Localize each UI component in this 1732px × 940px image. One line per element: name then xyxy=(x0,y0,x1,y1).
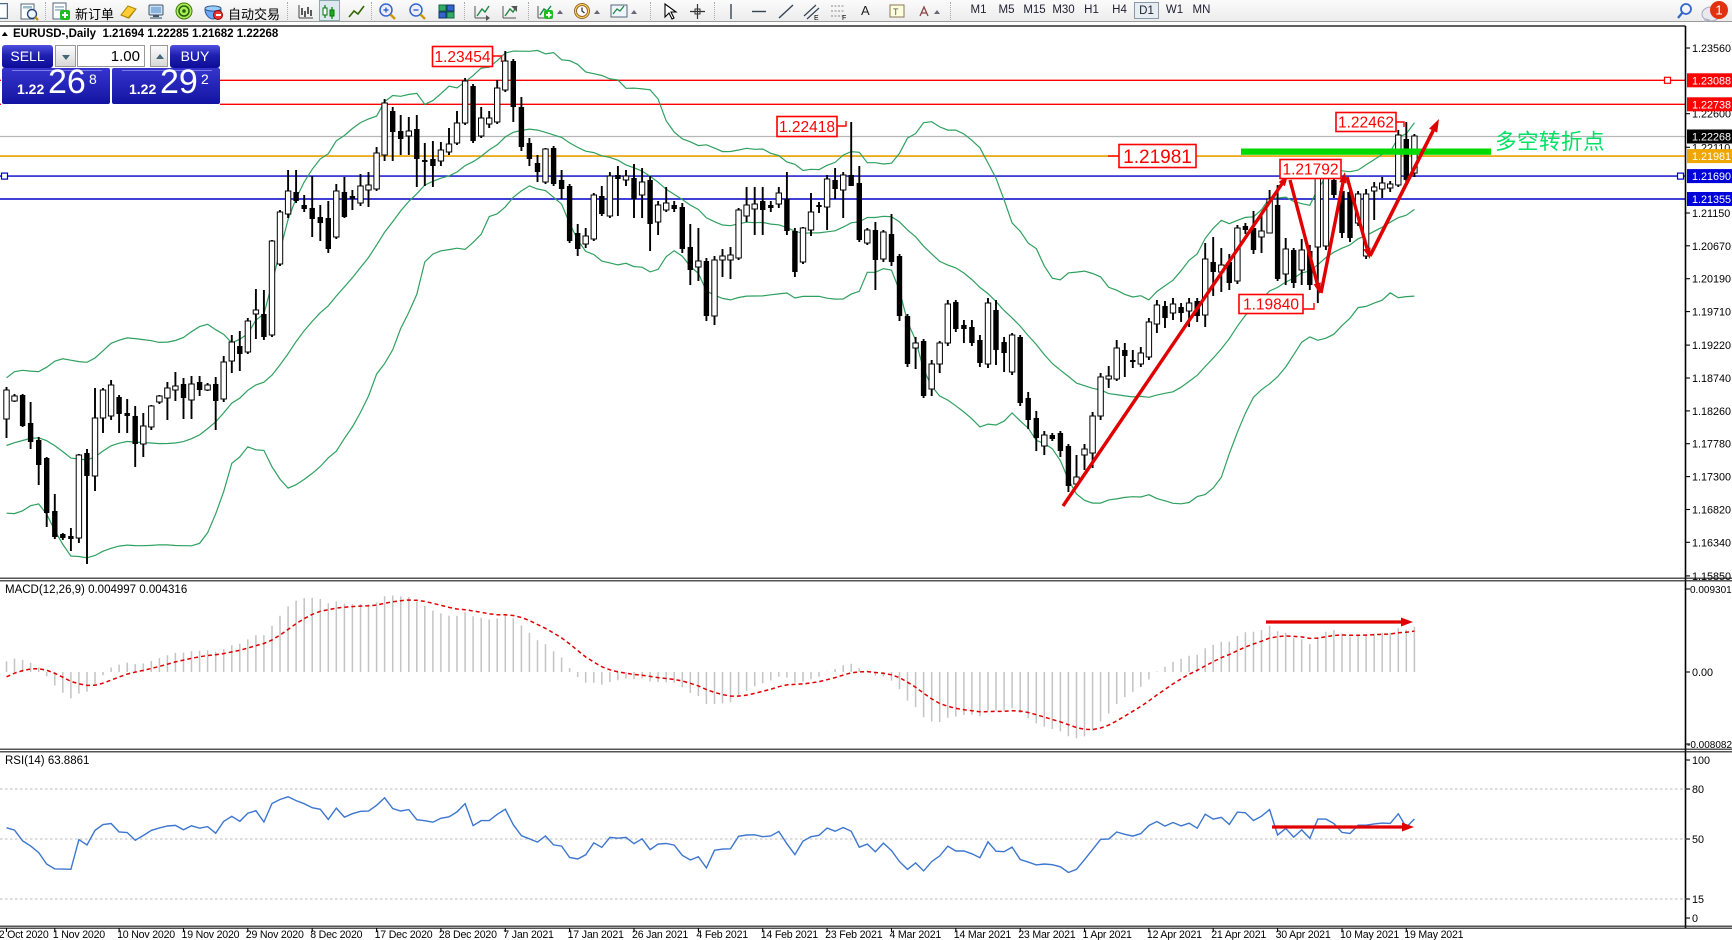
svg-text:30 Apr 2021: 30 Apr 2021 xyxy=(1276,929,1331,940)
svg-text:1: 1 xyxy=(1715,3,1722,18)
svg-text:1.18260: 1.18260 xyxy=(1692,406,1731,418)
svg-text:21 Apr 2021: 21 Apr 2021 xyxy=(1211,929,1266,940)
svg-text:0: 0 xyxy=(1692,913,1698,925)
svg-text:1.18740: 1.18740 xyxy=(1692,373,1731,385)
svg-text:50: 50 xyxy=(1692,834,1704,846)
svg-text:23 Mar 2021: 23 Mar 2021 xyxy=(1018,929,1076,940)
svg-text:14 Feb 2021: 14 Feb 2021 xyxy=(761,929,819,940)
svg-text:1.21981: 1.21981 xyxy=(1692,151,1731,163)
svg-text:1.22738: 1.22738 xyxy=(1692,99,1731,111)
svg-text:0.00: 0.00 xyxy=(1692,667,1713,679)
svg-text:17 Jan 2021: 17 Jan 2021 xyxy=(568,929,624,940)
svg-text:1.23088: 1.23088 xyxy=(1692,75,1731,87)
svg-text:E: E xyxy=(814,15,819,21)
svg-text:多空转折点: 多空转折点 xyxy=(1495,130,1605,154)
svg-text:80: 80 xyxy=(1692,784,1704,796)
svg-text:1.22418: 1.22418 xyxy=(779,119,835,136)
svg-text:8 Dec 2020: 8 Dec 2020 xyxy=(310,929,362,940)
svg-text:1.21150: 1.21150 xyxy=(1692,208,1730,220)
svg-text:1.16820: 1.16820 xyxy=(1692,505,1731,517)
svg-text:1.20670: 1.20670 xyxy=(1692,241,1731,253)
svg-text:MACD(12,26,9) 0.004997 0.00431: MACD(12,26,9) 0.004997 0.004316 xyxy=(5,584,187,596)
svg-text:RSI(14) 63.8861: RSI(14) 63.8861 xyxy=(5,755,89,767)
svg-text:14 Mar 2021: 14 Mar 2021 xyxy=(954,929,1012,940)
svg-text:7 Jan 2021: 7 Jan 2021 xyxy=(503,929,554,940)
svg-text:19 Nov 2020: 19 Nov 2020 xyxy=(182,929,240,940)
svg-text:1.21792: 1.21792 xyxy=(1282,162,1338,179)
svg-text:12 Apr 2021: 12 Apr 2021 xyxy=(1147,929,1202,940)
svg-text:0.009301: 0.009301 xyxy=(1690,585,1732,596)
svg-text:1.21981: 1.21981 xyxy=(1123,147,1192,168)
svg-text:4 Feb 2021: 4 Feb 2021 xyxy=(696,929,748,940)
svg-text:1.21690: 1.21690 xyxy=(1692,171,1731,183)
svg-text:T: T xyxy=(893,7,899,17)
svg-text:10 May 2021: 10 May 2021 xyxy=(1340,929,1399,940)
svg-text:1.15850: 1.15850 xyxy=(1692,571,1731,583)
svg-text:-0.008082: -0.008082 xyxy=(1687,740,1732,751)
svg-text:26 Jan 2021: 26 Jan 2021 xyxy=(632,929,688,940)
svg-text:1.20190: 1.20190 xyxy=(1692,274,1731,286)
svg-text:19 May 2021: 19 May 2021 xyxy=(1404,929,1463,940)
svg-text:1.22462: 1.22462 xyxy=(1338,115,1394,132)
svg-text:EURUSD-,Daily 1.21694 1.22285: EURUSD-,Daily 1.21694 1.22285 1.21682 1.… xyxy=(13,28,279,40)
svg-text:1.19840: 1.19840 xyxy=(1243,297,1299,314)
svg-text:1.16340: 1.16340 xyxy=(1692,537,1731,549)
svg-text:1 Nov 2020: 1 Nov 2020 xyxy=(53,929,105,940)
svg-text:1.17300: 1.17300 xyxy=(1692,472,1731,484)
svg-text:29 Nov 2020: 29 Nov 2020 xyxy=(246,929,304,940)
svg-text:10 Nov 2020: 10 Nov 2020 xyxy=(117,929,175,940)
svg-text:1.23560: 1.23560 xyxy=(1692,43,1731,55)
svg-text:23 Feb 2021: 23 Feb 2021 xyxy=(825,929,883,940)
svg-text:15: 15 xyxy=(1692,894,1704,906)
svg-text:1.22600: 1.22600 xyxy=(1692,109,1731,121)
svg-text:1.21355: 1.21355 xyxy=(1692,194,1731,206)
svg-text:1.17780: 1.17780 xyxy=(1692,439,1731,451)
svg-text:17 Dec 2020: 17 Dec 2020 xyxy=(375,929,433,940)
svg-text:4 Mar 2021: 4 Mar 2021 xyxy=(890,929,942,940)
svg-text:22 Oct 2020: 22 Oct 2020 xyxy=(0,929,49,940)
svg-text:F: F xyxy=(842,15,846,21)
svg-text:100: 100 xyxy=(1692,755,1710,767)
svg-text:1.19710: 1.19710 xyxy=(1692,307,1731,319)
svg-text:1.22268: 1.22268 xyxy=(1692,132,1731,144)
svg-text:1 Apr 2021: 1 Apr 2021 xyxy=(1083,929,1133,940)
svg-text:28 Dec 2020: 28 Dec 2020 xyxy=(439,929,497,940)
svg-text:1.19220: 1.19220 xyxy=(1692,340,1731,352)
svg-text:1.23454: 1.23454 xyxy=(434,49,490,66)
